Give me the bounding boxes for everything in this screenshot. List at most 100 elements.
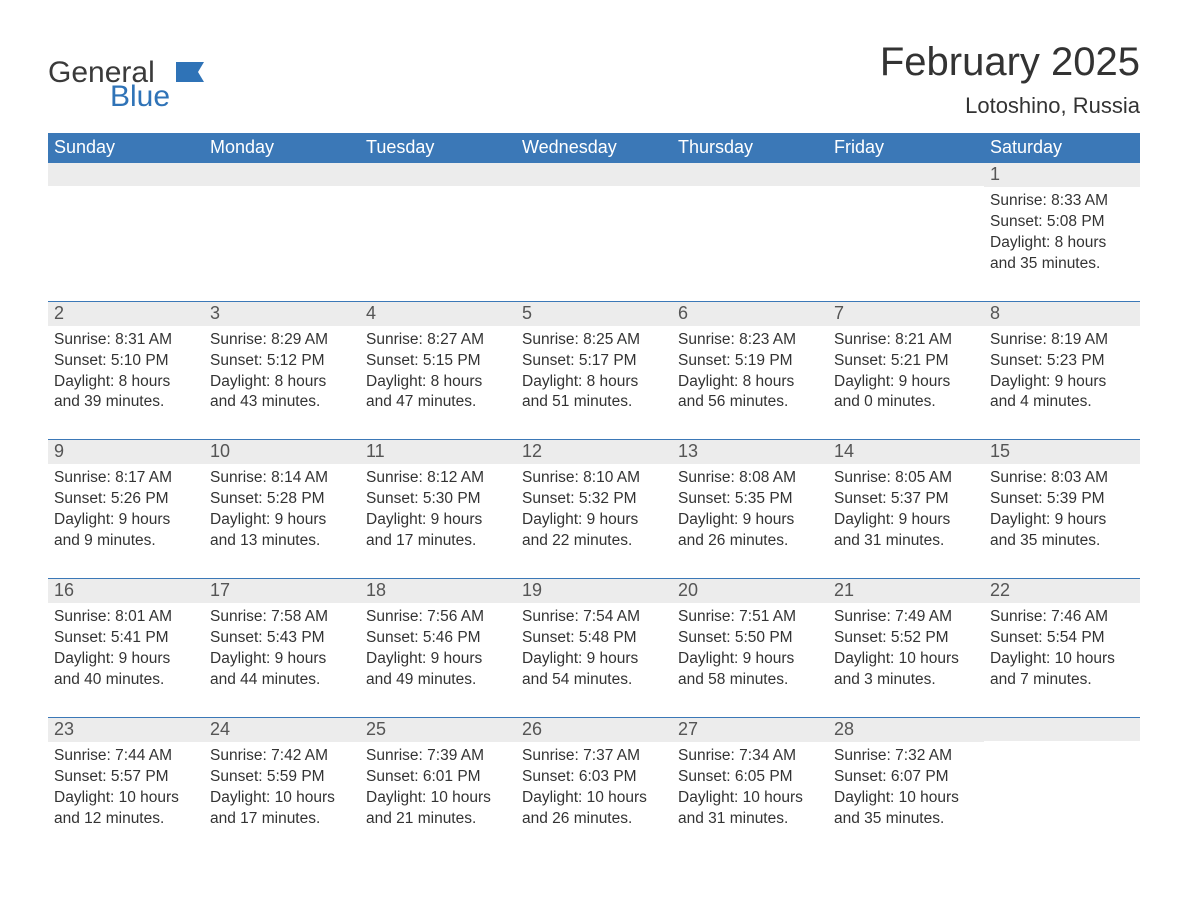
calendar-cell: 22Sunrise: 7:46 AMSunset: 5:54 PMDayligh… xyxy=(984,579,1140,693)
daylight-line-2: and 43 minutes. xyxy=(210,392,354,413)
sunset-line: Sunset: 5:54 PM xyxy=(990,628,1134,649)
day-number: 14 xyxy=(828,440,984,464)
sunset-line: Sunset: 5:28 PM xyxy=(210,489,354,510)
day-details: Sunrise: 7:56 AMSunset: 5:46 PMDaylight:… xyxy=(360,603,516,693)
sunset-line: Sunset: 5:50 PM xyxy=(678,628,822,649)
day-number: 11 xyxy=(360,440,516,464)
day-number: 13 xyxy=(672,440,828,464)
dayheader-wednesday: Wednesday xyxy=(516,133,672,163)
daylight-line-2: and 26 minutes. xyxy=(522,809,666,830)
daylight-line-1: Daylight: 9 hours xyxy=(366,649,510,670)
day-details: Sunrise: 7:58 AMSunset: 5:43 PMDaylight:… xyxy=(204,603,360,693)
daylight-line-2: and 9 minutes. xyxy=(54,531,198,552)
dayheader-friday: Friday xyxy=(828,133,984,163)
calendar-table: Sunday Monday Tuesday Wednesday Thursday… xyxy=(48,133,1140,831)
sunset-line: Sunset: 5:48 PM xyxy=(522,628,666,649)
sunset-line: Sunset: 5:59 PM xyxy=(210,767,354,788)
daylight-line-1: Daylight: 10 hours xyxy=(678,788,822,809)
day-number: 4 xyxy=(360,302,516,326)
sunset-line: Sunset: 5:30 PM xyxy=(366,489,510,510)
calendar-cell: 21Sunrise: 7:49 AMSunset: 5:52 PMDayligh… xyxy=(828,579,984,693)
day-details: Sunrise: 8:10 AMSunset: 5:32 PMDaylight:… xyxy=(516,464,672,554)
sunrise-line: Sunrise: 8:21 AM xyxy=(834,330,978,351)
sunrise-line: Sunrise: 8:19 AM xyxy=(990,330,1134,351)
day-number: 7 xyxy=(828,302,984,326)
title-block: February 2025 Lotoshino, Russia xyxy=(880,40,1140,119)
flag-icon xyxy=(176,62,204,87)
day-number xyxy=(828,163,984,186)
day-number: 12 xyxy=(516,440,672,464)
sunset-line: Sunset: 5:46 PM xyxy=(366,628,510,649)
day-details: Sunrise: 8:31 AMSunset: 5:10 PMDaylight:… xyxy=(48,326,204,416)
calendar-cell: 5Sunrise: 8:25 AMSunset: 5:17 PMDaylight… xyxy=(516,302,672,416)
sunset-line: Sunset: 5:41 PM xyxy=(54,628,198,649)
daylight-line-2: and 31 minutes. xyxy=(834,531,978,552)
sunset-line: Sunset: 6:07 PM xyxy=(834,767,978,788)
dayheader-sunday: Sunday xyxy=(48,133,204,163)
day-details: Sunrise: 7:32 AMSunset: 6:07 PMDaylight:… xyxy=(828,742,984,832)
sunrise-line: Sunrise: 8:25 AM xyxy=(522,330,666,351)
calendar-cell: 12Sunrise: 8:10 AMSunset: 5:32 PMDayligh… xyxy=(516,440,672,554)
daylight-line-1: Daylight: 9 hours xyxy=(990,372,1134,393)
calendar-cell xyxy=(984,718,1140,832)
sunrise-line: Sunrise: 8:31 AM xyxy=(54,330,198,351)
sunset-line: Sunset: 5:52 PM xyxy=(834,628,978,649)
sunrise-line: Sunrise: 7:58 AM xyxy=(210,607,354,628)
day-number: 28 xyxy=(828,718,984,742)
sunrise-line: Sunrise: 7:37 AM xyxy=(522,746,666,767)
sunrise-line: Sunrise: 8:27 AM xyxy=(366,330,510,351)
day-details: Sunrise: 7:34 AMSunset: 6:05 PMDaylight:… xyxy=(672,742,828,832)
day-details: Sunrise: 7:37 AMSunset: 6:03 PMDaylight:… xyxy=(516,742,672,832)
calendar-week: 9Sunrise: 8:17 AMSunset: 5:26 PMDaylight… xyxy=(48,439,1140,554)
day-number: 18 xyxy=(360,579,516,603)
calendar-cell xyxy=(360,163,516,277)
sunrise-line: Sunrise: 7:54 AM xyxy=(522,607,666,628)
sunset-line: Sunset: 6:05 PM xyxy=(678,767,822,788)
daylight-line-1: Daylight: 8 hours xyxy=(54,372,198,393)
daylight-line-2: and 39 minutes. xyxy=(54,392,198,413)
sunrise-line: Sunrise: 7:42 AM xyxy=(210,746,354,767)
day-number: 21 xyxy=(828,579,984,603)
weeks-container: 1Sunrise: 8:33 AMSunset: 5:08 PMDaylight… xyxy=(48,163,1140,831)
sunset-line: Sunset: 5:21 PM xyxy=(834,351,978,372)
calendar-cell: 8Sunrise: 8:19 AMSunset: 5:23 PMDaylight… xyxy=(984,302,1140,416)
day-number: 3 xyxy=(204,302,360,326)
daylight-line-2: and 22 minutes. xyxy=(522,531,666,552)
day-details: Sunrise: 8:27 AMSunset: 5:15 PMDaylight:… xyxy=(360,326,516,416)
day-number: 19 xyxy=(516,579,672,603)
day-number: 24 xyxy=(204,718,360,742)
daylight-line-2: and 17 minutes. xyxy=(366,531,510,552)
daylight-line-2: and 35 minutes. xyxy=(834,809,978,830)
day-number xyxy=(360,163,516,186)
daylight-line-1: Daylight: 9 hours xyxy=(522,649,666,670)
calendar-cell xyxy=(204,163,360,277)
sunrise-line: Sunrise: 8:23 AM xyxy=(678,330,822,351)
calendar-cell xyxy=(672,163,828,277)
calendar-cell: 6Sunrise: 8:23 AMSunset: 5:19 PMDaylight… xyxy=(672,302,828,416)
day-details: Sunrise: 8:17 AMSunset: 5:26 PMDaylight:… xyxy=(48,464,204,554)
dayheader-monday: Monday xyxy=(204,133,360,163)
day-details: Sunrise: 8:21 AMSunset: 5:21 PMDaylight:… xyxy=(828,326,984,416)
calendar-cell: 23Sunrise: 7:44 AMSunset: 5:57 PMDayligh… xyxy=(48,718,204,832)
sunset-line: Sunset: 5:37 PM xyxy=(834,489,978,510)
daylight-line-1: Daylight: 9 hours xyxy=(366,510,510,531)
daylight-line-1: Daylight: 8 hours xyxy=(522,372,666,393)
sunset-line: Sunset: 5:17 PM xyxy=(522,351,666,372)
sunrise-line: Sunrise: 7:51 AM xyxy=(678,607,822,628)
calendar-week: 1Sunrise: 8:33 AMSunset: 5:08 PMDaylight… xyxy=(48,163,1140,277)
calendar-cell: 10Sunrise: 8:14 AMSunset: 5:28 PMDayligh… xyxy=(204,440,360,554)
daylight-line-1: Daylight: 8 hours xyxy=(990,233,1134,254)
daylight-line-2: and 47 minutes. xyxy=(366,392,510,413)
calendar-cell: 28Sunrise: 7:32 AMSunset: 6:07 PMDayligh… xyxy=(828,718,984,832)
day-number: 22 xyxy=(984,579,1140,603)
sunrise-line: Sunrise: 7:56 AM xyxy=(366,607,510,628)
sunrise-line: Sunrise: 8:01 AM xyxy=(54,607,198,628)
day-details: Sunrise: 8:05 AMSunset: 5:37 PMDaylight:… xyxy=(828,464,984,554)
day-number: 10 xyxy=(204,440,360,464)
sunset-line: Sunset: 5:23 PM xyxy=(990,351,1134,372)
daylight-line-2: and 4 minutes. xyxy=(990,392,1134,413)
sunset-line: Sunset: 5:35 PM xyxy=(678,489,822,510)
day-details: Sunrise: 7:46 AMSunset: 5:54 PMDaylight:… xyxy=(984,603,1140,693)
day-details: Sunrise: 8:23 AMSunset: 5:19 PMDaylight:… xyxy=(672,326,828,416)
calendar-cell: 20Sunrise: 7:51 AMSunset: 5:50 PMDayligh… xyxy=(672,579,828,693)
